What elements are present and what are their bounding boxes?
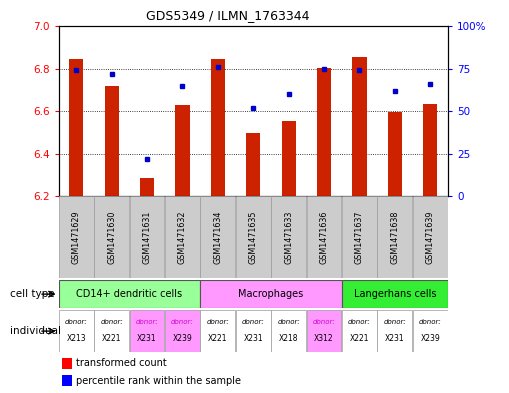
Text: GSM1471634: GSM1471634 — [213, 211, 222, 264]
Bar — [388, 112, 402, 196]
Text: percentile rank within the sample: percentile rank within the sample — [76, 376, 241, 386]
Text: donor:: donor: — [277, 319, 300, 325]
Bar — [165, 310, 200, 352]
Text: donor:: donor: — [242, 319, 265, 325]
Bar — [352, 57, 366, 196]
Text: X239: X239 — [173, 334, 192, 343]
Text: X218: X218 — [279, 334, 298, 343]
Bar — [342, 196, 377, 278]
Bar — [317, 68, 331, 196]
Text: donor:: donor: — [313, 319, 335, 325]
Text: Macrophages: Macrophages — [238, 289, 303, 299]
Text: Langerhans cells: Langerhans cells — [354, 289, 436, 299]
Text: donor:: donor: — [348, 319, 371, 325]
Text: X312: X312 — [314, 334, 334, 343]
Bar — [104, 86, 119, 196]
Text: individual: individual — [10, 326, 61, 336]
Text: GSM1471635: GSM1471635 — [249, 210, 258, 264]
Bar — [236, 196, 271, 278]
Text: cell type: cell type — [10, 289, 55, 299]
Bar — [378, 310, 412, 352]
Bar — [342, 310, 377, 352]
Bar — [130, 196, 164, 278]
Bar — [201, 310, 235, 352]
Text: CD14+ dendritic cells: CD14+ dendritic cells — [76, 289, 182, 299]
Bar — [236, 310, 271, 352]
Text: GSM1471629: GSM1471629 — [72, 210, 81, 264]
Bar — [246, 134, 260, 196]
Text: GDS5349 / ILMN_1763344: GDS5349 / ILMN_1763344 — [146, 9, 309, 22]
Text: donor:: donor: — [419, 319, 442, 325]
Bar — [94, 196, 129, 278]
Text: GSM1471633: GSM1471633 — [284, 211, 293, 264]
Bar — [140, 178, 154, 196]
Text: GSM1471638: GSM1471638 — [390, 211, 400, 264]
Bar — [307, 196, 342, 278]
Text: GSM1471630: GSM1471630 — [107, 211, 116, 264]
Text: donor:: donor: — [171, 319, 194, 325]
Text: donor:: donor: — [100, 319, 123, 325]
Text: GSM1471636: GSM1471636 — [320, 211, 328, 264]
Bar — [94, 310, 129, 352]
Text: X239: X239 — [420, 334, 440, 343]
Text: GSM1471639: GSM1471639 — [426, 210, 435, 264]
Bar — [423, 104, 437, 196]
Bar — [63, 375, 72, 386]
Text: GSM1471632: GSM1471632 — [178, 210, 187, 264]
Bar — [175, 105, 189, 196]
Bar — [59, 196, 94, 278]
Text: transformed count: transformed count — [76, 358, 167, 368]
Bar — [342, 280, 448, 308]
Bar — [281, 121, 296, 196]
Bar — [211, 59, 225, 196]
Text: X221: X221 — [208, 334, 228, 343]
Bar — [69, 59, 83, 196]
Text: X231: X231 — [137, 334, 157, 343]
Bar — [63, 358, 72, 369]
Text: donor:: donor: — [136, 319, 158, 325]
Text: X221: X221 — [102, 334, 121, 343]
Bar — [200, 280, 342, 308]
Text: GSM1471631: GSM1471631 — [143, 211, 152, 264]
Text: donor:: donor: — [65, 319, 88, 325]
Bar — [271, 310, 306, 352]
Bar — [130, 310, 164, 352]
Text: X231: X231 — [243, 334, 263, 343]
Bar — [307, 310, 342, 352]
Bar — [413, 310, 447, 352]
Bar — [59, 280, 200, 308]
Text: donor:: donor: — [383, 319, 406, 325]
Bar — [59, 310, 94, 352]
Text: X221: X221 — [350, 334, 369, 343]
Text: X231: X231 — [385, 334, 405, 343]
Text: GSM1471637: GSM1471637 — [355, 210, 364, 264]
Bar — [271, 196, 306, 278]
Bar — [165, 196, 200, 278]
Bar — [201, 196, 235, 278]
Bar — [378, 196, 412, 278]
Text: X213: X213 — [66, 334, 86, 343]
Text: donor:: donor: — [207, 319, 229, 325]
Bar — [413, 196, 447, 278]
